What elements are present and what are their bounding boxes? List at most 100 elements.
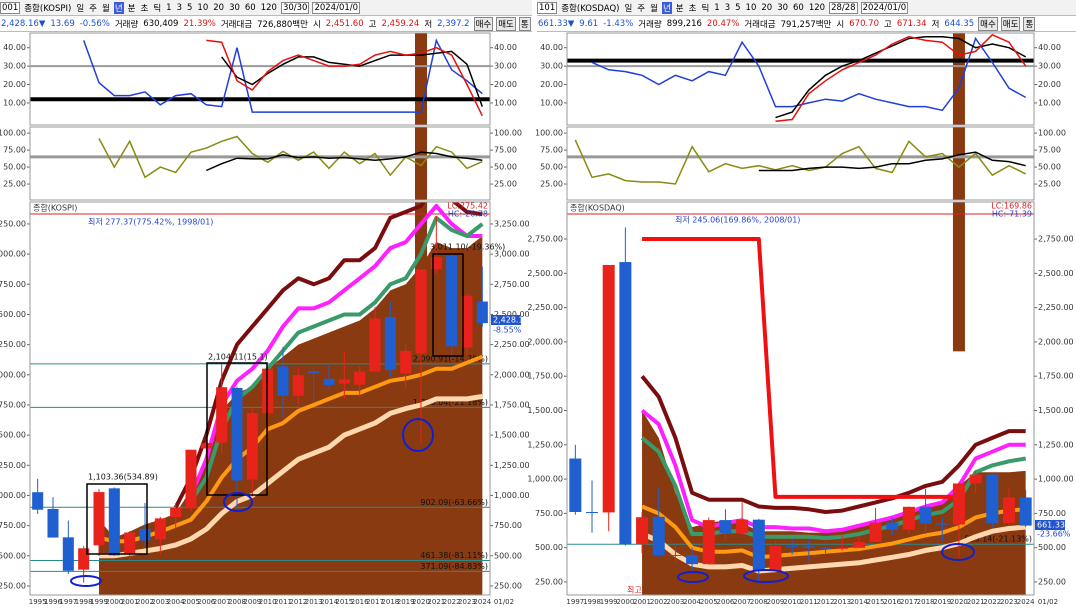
order-button[interactable]: 매도	[1000, 16, 1021, 31]
x-tick-label: 2001	[633, 598, 651, 606]
minute-button[interactable]: 10	[197, 2, 209, 13]
x-tick-label: 2012	[289, 598, 307, 606]
y-tick-label: 1,750.00	[1038, 372, 1074, 381]
code-input[interactable]: 001	[0, 1, 21, 14]
period-button[interactable]: 주	[637, 3, 646, 14]
period-button[interactable]: 일	[76, 3, 85, 14]
minute-button[interactable]: 120	[808, 2, 826, 13]
y-tick-label: 25.00	[540, 180, 563, 189]
range-box	[432, 253, 464, 357]
y-tick-label: 1,250.00	[494, 461, 530, 470]
chart-note: 최저 277.37(775.42%, 1998/01)	[88, 217, 213, 227]
info-item: 670.70	[849, 18, 879, 29]
info-item: -1.43%	[603, 18, 634, 29]
y-tick-label: 25.00	[3, 180, 26, 189]
candle-body	[323, 378, 335, 385]
date-input[interactable]: 2024/01/0	[860, 1, 909, 14]
period-button[interactable]: 주	[89, 3, 97, 14]
x-tick-label: 2010	[783, 598, 801, 606]
x-tick-label: 1996	[44, 598, 62, 606]
period-button[interactable]: 틱	[701, 3, 710, 14]
highlight-circle	[743, 569, 789, 583]
candle-body	[619, 262, 632, 545]
candle-body	[686, 554, 699, 565]
y-tick-label: 2,500.00	[0, 310, 26, 319]
x-tick-label: 1999	[600, 598, 618, 606]
minute-button[interactable]: 60	[793, 2, 804, 13]
chart-title: 종합(KOSPI)	[33, 204, 77, 213]
x-tick-label: 2002	[650, 598, 668, 606]
period-button[interactable]: 틱	[153, 3, 162, 14]
candle-body	[93, 492, 105, 546]
y-tick-label: 100.00	[494, 129, 522, 138]
minute-button[interactable]: 1	[166, 2, 172, 13]
minute-button[interactable]: 3	[724, 2, 731, 13]
period-button[interactable]: 초	[140, 3, 149, 14]
info-item: 20.47%	[706, 18, 740, 29]
y-tick-label: 50.00	[3, 163, 26, 172]
y-tick-label: 250.00	[0, 581, 26, 590]
period-button[interactable]: 분	[127, 3, 136, 14]
period-button[interactable]: 일	[624, 3, 633, 14]
moving-average	[642, 237, 959, 499]
x-tick-label: 1995	[29, 598, 47, 606]
info-item: 2,451.60	[325, 18, 364, 29]
y-tick-label: 30.00	[3, 62, 26, 71]
minute-button[interactable]: 5	[186, 2, 193, 13]
date-input[interactable]: 2024/01/0	[312, 1, 361, 14]
order-button[interactable]: 통	[1023, 16, 1036, 31]
period-button[interactable]: 년	[661, 1, 672, 14]
minute-button[interactable]: 20	[761, 2, 773, 13]
symbol-name[interactable]: 종합(KOSDAQ)	[561, 3, 620, 14]
minute-button[interactable]: 20	[213, 2, 225, 13]
code-input[interactable]: 101	[537, 1, 558, 14]
price-tag	[1035, 520, 1065, 530]
order-button[interactable]: 매수	[473, 16, 494, 31]
y-tick-label: 750.00	[1038, 509, 1066, 518]
y-tick-label: 100.00	[0, 129, 26, 138]
minute-button[interactable]: 5	[735, 2, 741, 13]
count-input[interactable]: 30/30	[280, 1, 310, 14]
candle-body	[636, 517, 649, 545]
period-button[interactable]: 년	[113, 1, 124, 14]
period-button[interactable]: 분	[675, 3, 684, 14]
period-button[interactable]: 월	[650, 3, 658, 14]
minute-button[interactable]: 3	[176, 2, 182, 13]
y-tick-label: 2,000.00	[1038, 337, 1074, 346]
x-tick-label: 2024	[1017, 598, 1035, 606]
x-tick-label: 2006	[197, 598, 215, 606]
order-button[interactable]: 매수	[978, 16, 998, 31]
y-tick-label: 20.00	[540, 80, 563, 89]
order-button[interactable]: 통	[518, 16, 531, 31]
candle-body	[308, 371, 320, 374]
period-button[interactable]: 월	[102, 3, 110, 14]
info-item: 726,880백만	[257, 19, 308, 30]
candle-body	[969, 474, 982, 484]
x-tick-label: 2000	[616, 598, 634, 606]
main-plot: 2,090.91(-14.78%) 1,730.04(-21.18%) 902.09…	[30, 202, 490, 595]
y-tick-label: 30.00	[1038, 62, 1061, 71]
symbol-name[interactable]: 종합(KOSPI)	[24, 3, 72, 14]
x-tick-label: 2003	[151, 598, 169, 606]
count-input[interactable]: 28/28	[829, 1, 858, 14]
candle-body	[446, 255, 458, 347]
x-tick-label: 2000	[105, 598, 123, 606]
minute-button[interactable]: 30	[777, 2, 789, 13]
minute-button[interactable]: 10	[745, 2, 757, 13]
period-button[interactable]: 초	[688, 3, 697, 14]
x-tick-label: 2019	[397, 598, 415, 606]
minute-button[interactable]: 120	[260, 2, 277, 13]
minute-button[interactable]: 1	[714, 2, 720, 13]
x-tick-label: 2012	[817, 598, 835, 606]
minute-button[interactable]: 60	[244, 2, 256, 13]
candle-body	[1002, 497, 1015, 524]
x-tick-label: 2014	[850, 598, 868, 606]
order-button[interactable]: 매도	[496, 16, 516, 31]
info-item: 고	[884, 19, 892, 30]
y-tick-label: 75.00	[3, 146, 26, 155]
pane-border	[566, 201, 1035, 596]
minute-button[interactable]: 30	[229, 2, 240, 13]
y-tick-label: 2,250.00	[494, 340, 530, 349]
info-item: 2,397.2	[437, 18, 470, 29]
